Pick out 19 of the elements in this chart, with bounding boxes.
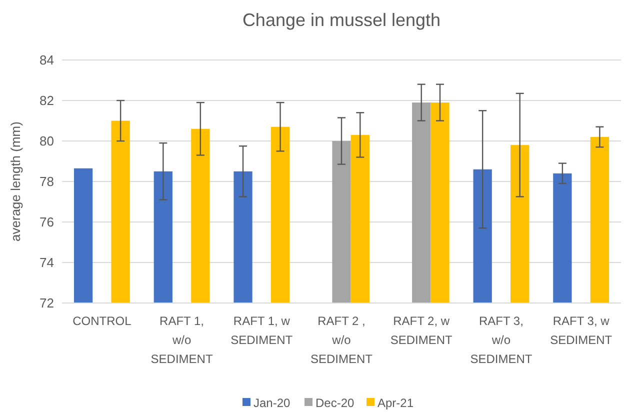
y-tick-label: 84: [40, 52, 54, 68]
y-tick-label: 82: [40, 93, 54, 108]
legend-label: Dec-20: [316, 396, 355, 410]
y-tick-label: 80: [40, 134, 54, 149]
x-tick-label: RAFT 1, w/o SEDIMENT: [150, 314, 214, 366]
x-tick-label: RAFT 1, w SEDIMENT: [230, 314, 294, 347]
x-tick-label: RAFT 3, w/o SEDIMENT: [470, 314, 533, 366]
x-tick-label: RAFT 2, w SEDIMENT: [390, 314, 454, 347]
legend-label: Apr-21: [378, 396, 414, 410]
y-tick-label: 76: [40, 214, 54, 230]
y-axis-title: average length (mm): [8, 122, 23, 242]
chart-title: Change in mussel length: [242, 10, 441, 30]
x-tick-label: RAFT 3, w SEDIMENT: [550, 314, 613, 347]
x-tick-label: CONTROL: [72, 314, 132, 328]
y-tick-label: 74: [40, 255, 54, 270]
x-tick-label: RAFT 2 , w/o SEDIMENT: [310, 314, 374, 366]
y-tick-label: 78: [40, 174, 54, 190]
legend-label: Jan-20: [254, 396, 291, 410]
y-tick-label: 72: [40, 296, 54, 311]
